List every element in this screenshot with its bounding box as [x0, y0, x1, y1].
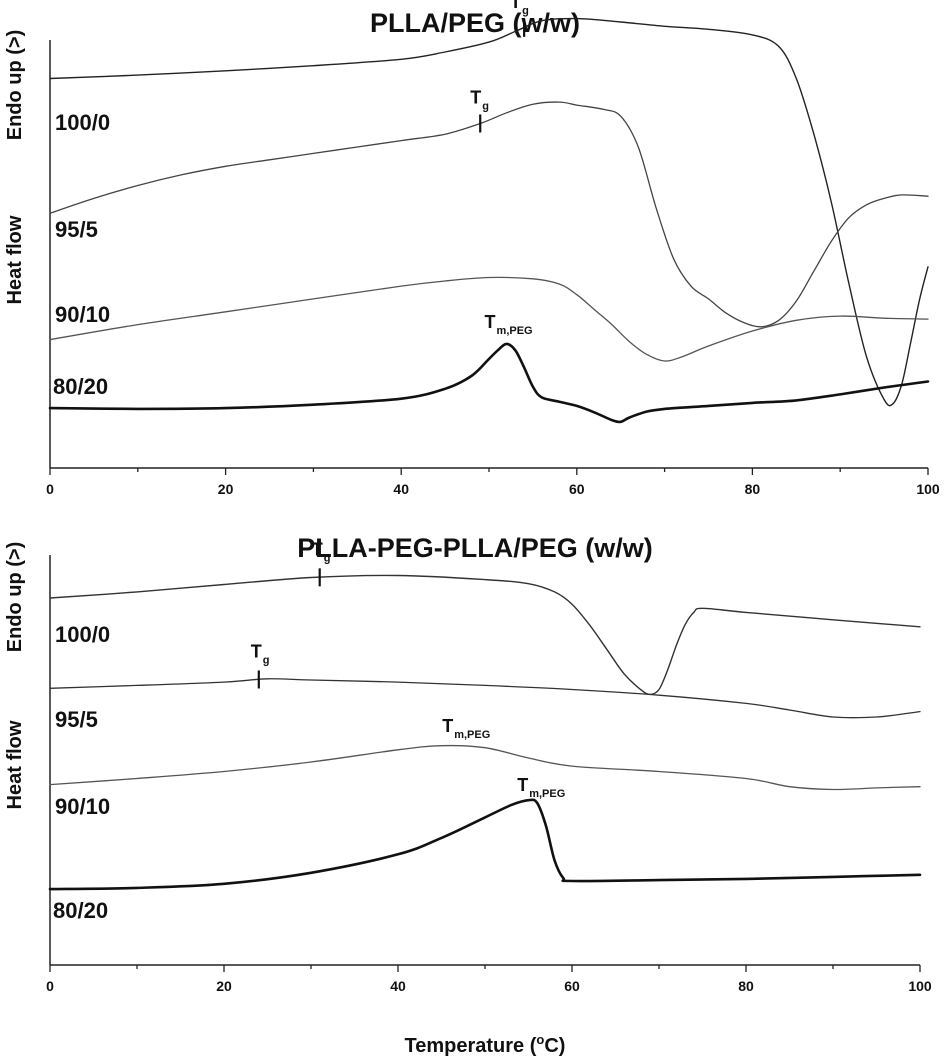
x-tick-label: 80: [745, 481, 761, 497]
x-tick-label: 100: [916, 481, 940, 497]
series-label: 95/5: [55, 707, 98, 732]
series-label: 80/20: [53, 898, 108, 923]
x-tick-label: 60: [564, 978, 580, 994]
chart-title: PLLA/PEG (w/w): [370, 8, 580, 38]
y-axis-label: Heat flow: [4, 720, 26, 809]
x-tick-label: 0: [46, 978, 54, 994]
panel-2: PLLA-PEG-PLLA/PEG (w/w) Endo up (>) Heat f…: [4, 533, 932, 1057]
x-tick-label: 20: [216, 978, 232, 994]
series-label: 90/10: [55, 302, 110, 327]
series-line-90-10: [49, 276, 929, 362]
x-axis-label: Temperature (oC): [405, 1032, 566, 1057]
series-line-100-0: [49, 574, 921, 696]
y-axis-label: Heat flow: [4, 215, 26, 304]
tg-annotation: Tg: [251, 641, 270, 666]
series-line-100-0: [49, 17, 929, 407]
tg-annotation: Tg: [470, 87, 489, 112]
series-line-95-5: [49, 101, 929, 328]
series-label: 100/0: [55, 622, 110, 647]
series-line-80-20: [48, 342, 930, 424]
chart-title: PLLA-PEG-PLLA/PEG (w/w): [297, 533, 653, 563]
series-line-95-5: [49, 678, 921, 719]
x-tick-label: 0: [46, 481, 54, 497]
x-tick-label: 20: [218, 481, 234, 497]
series-line-90-10: [49, 744, 921, 791]
tm-peg-annotation: Tm,PEG: [485, 312, 533, 337]
y-axis-direction-label: Endo up (>): [4, 542, 26, 653]
x-tick-label: 100: [908, 978, 932, 994]
x-tick-label: 60: [569, 481, 585, 497]
y-axis-direction-label: Endo up (>): [4, 30, 26, 141]
tm-peg-annotation: Tm,PEG: [442, 716, 490, 741]
series-label: 90/10: [55, 794, 110, 819]
x-tick-label: 40: [393, 481, 409, 497]
series-label: 80/20: [53, 374, 108, 399]
series-label: 95/5: [55, 217, 98, 242]
panel-1: PLLA/PEG (w/w) Endo up (>) Heat flow 0 20 40 6…: [4, 0, 940, 497]
tm-peg-annotation: Tm,PEG: [517, 775, 565, 800]
series-label: 100/0: [55, 110, 110, 135]
series-line-80-20: [48, 798, 922, 891]
x-tick-label: 80: [738, 978, 754, 994]
x-tick-label: 40: [390, 978, 406, 994]
